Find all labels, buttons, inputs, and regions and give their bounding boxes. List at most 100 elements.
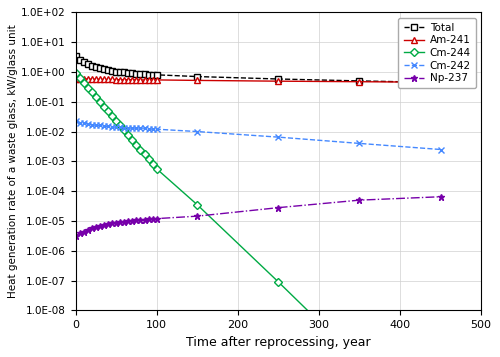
Cm-242 <box>150 127 156 131</box>
Line: Np-237: Np-237 <box>72 193 444 239</box>
Total <box>438 80 444 85</box>
Am-241 <box>142 78 148 82</box>
Cm-244 <box>194 203 200 207</box>
Cm-242 <box>93 123 99 127</box>
Am-241 <box>356 80 362 84</box>
Total <box>105 68 111 72</box>
Am-241 <box>101 77 107 82</box>
Cm-242 <box>76 120 82 125</box>
Np-237 <box>146 217 152 221</box>
Np-237 <box>80 230 86 234</box>
Total <box>97 66 103 70</box>
Line: Cm-242: Cm-242 <box>72 118 444 153</box>
Am-241 <box>154 78 160 82</box>
Np-237 <box>117 220 123 224</box>
Cm-242 <box>438 147 444 152</box>
Total <box>117 70 123 74</box>
Cm-242 <box>276 135 281 139</box>
Cm-244 <box>130 138 136 142</box>
Np-237 <box>76 231 82 236</box>
Am-241 <box>130 77 136 82</box>
Cm-244 <box>76 76 82 80</box>
Np-237 <box>122 220 128 224</box>
Total <box>76 57 82 62</box>
Total <box>72 54 78 58</box>
Cm-242 <box>356 141 362 146</box>
Total <box>130 71 136 75</box>
Np-237 <box>438 195 444 199</box>
Cm-244 <box>109 114 115 118</box>
Np-237 <box>150 217 156 221</box>
Np-237 <box>113 221 119 225</box>
Np-237 <box>356 198 362 202</box>
Am-241 <box>109 77 115 82</box>
Cm-242 <box>80 121 86 125</box>
Cm-244 <box>101 104 107 109</box>
Cm-242 <box>142 126 148 130</box>
Np-237 <box>72 233 78 238</box>
Np-237 <box>194 214 200 218</box>
Legend: Total, Am-241, Cm-244, Cm-242, Np-237: Total, Am-241, Cm-244, Cm-242, Np-237 <box>398 17 476 89</box>
Cm-242 <box>154 127 160 131</box>
Am-241 <box>276 79 281 83</box>
Am-241 <box>138 78 143 82</box>
Am-241 <box>89 77 95 81</box>
Cm-242 <box>122 126 128 130</box>
Line: Cm-244: Cm-244 <box>73 71 444 357</box>
Am-241 <box>85 77 91 81</box>
Np-237 <box>93 225 99 229</box>
Total <box>126 71 132 75</box>
Cm-244 <box>117 123 123 127</box>
Cm-242 <box>109 125 115 129</box>
Cm-242 <box>72 119 78 124</box>
Cm-244 <box>150 162 156 166</box>
Total <box>150 72 156 77</box>
Total <box>276 77 281 81</box>
Total <box>356 79 362 83</box>
Cm-244 <box>113 119 119 123</box>
Np-237 <box>130 218 136 223</box>
Cm-244 <box>80 81 86 85</box>
Am-241 <box>134 78 140 82</box>
Total <box>146 72 152 77</box>
Total <box>122 70 128 75</box>
Cm-244 <box>72 71 78 75</box>
Cm-242 <box>97 123 103 127</box>
Am-241 <box>150 78 156 82</box>
Line: Am-241: Am-241 <box>73 76 444 85</box>
Total <box>93 65 99 69</box>
Am-241 <box>93 77 99 81</box>
Cm-242 <box>130 126 136 130</box>
Np-237 <box>97 224 103 228</box>
Am-241 <box>105 77 111 82</box>
Cm-244 <box>126 133 132 137</box>
Am-241 <box>146 78 152 82</box>
Cm-242 <box>105 124 111 129</box>
Am-241 <box>97 77 103 81</box>
Cm-244 <box>276 280 281 284</box>
Cm-244 <box>138 147 143 152</box>
Cm-244 <box>146 157 152 161</box>
Am-241 <box>72 76 78 81</box>
Total <box>142 72 148 76</box>
Cm-242 <box>117 125 123 129</box>
Cm-242 <box>89 122 95 127</box>
Total <box>80 60 86 65</box>
Cm-242 <box>146 127 152 131</box>
Np-237 <box>142 217 148 222</box>
Np-237 <box>85 228 91 232</box>
Cm-242 <box>113 125 119 129</box>
Cm-242 <box>85 122 91 126</box>
Cm-242 <box>126 126 132 130</box>
Am-241 <box>126 77 132 82</box>
Cm-244 <box>142 152 148 157</box>
Cm-244 <box>122 128 128 132</box>
Total <box>113 69 119 74</box>
Cm-244 <box>105 109 111 114</box>
Total <box>134 71 140 76</box>
Am-241 <box>438 80 444 84</box>
Am-241 <box>80 77 86 81</box>
Np-237 <box>134 218 140 222</box>
Cm-244 <box>85 85 91 90</box>
Cm-244 <box>89 90 95 94</box>
